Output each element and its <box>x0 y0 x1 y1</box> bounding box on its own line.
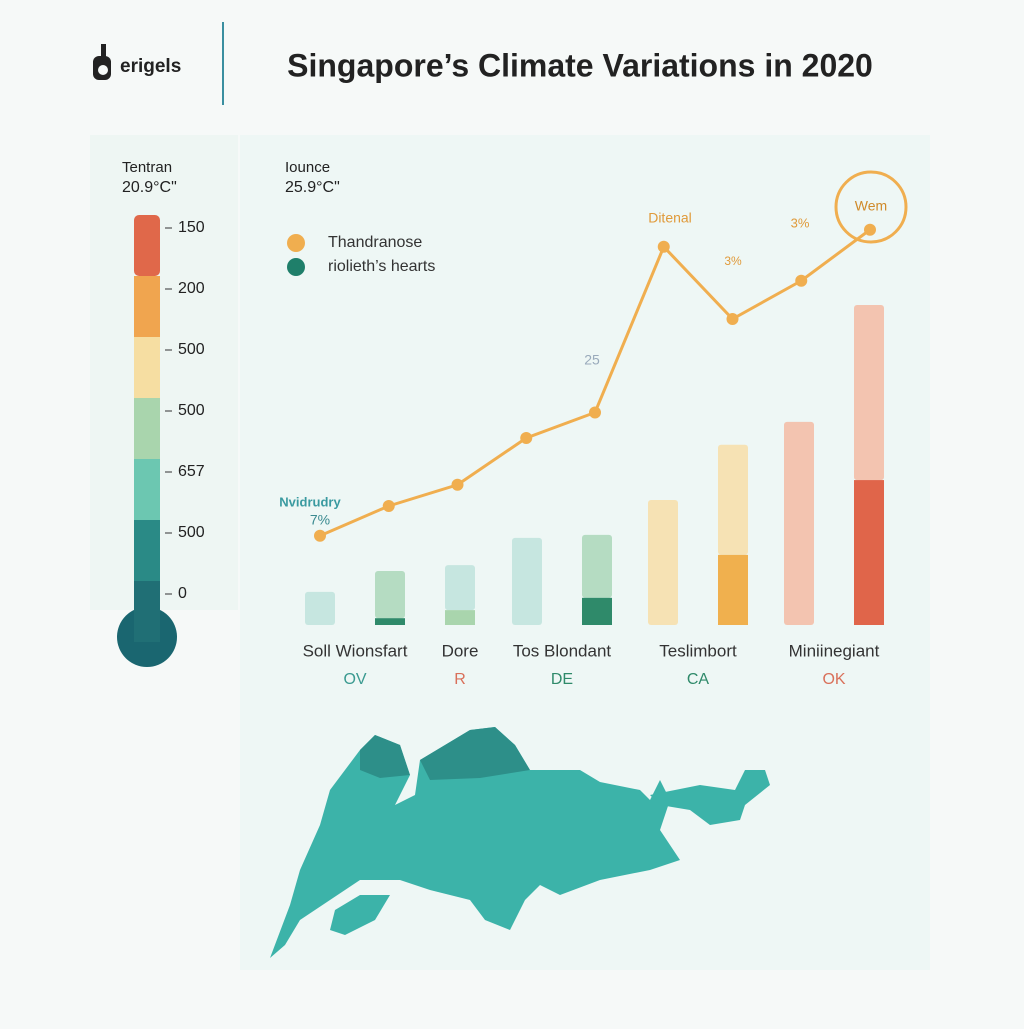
thermo-tick-label: 500 <box>178 341 205 358</box>
legend-label: Thandranose <box>328 234 422 251</box>
bar-segment-top <box>854 304 884 481</box>
left-panel <box>90 135 238 610</box>
bar-segment-top <box>582 534 612 598</box>
logo-text: erigels <box>120 56 181 77</box>
map-main <box>270 727 680 958</box>
category-code: R <box>454 671 466 688</box>
bar-segment-base <box>582 597 612 625</box>
annotation: 25 <box>584 352 600 368</box>
thermo-tick-label: 500 <box>178 524 205 541</box>
bar-segment-top <box>375 571 405 619</box>
thermo-segment <box>134 459 160 520</box>
line-point <box>520 432 533 444</box>
thermo-segment <box>134 520 160 581</box>
line-point <box>795 274 808 287</box>
bar <box>512 537 542 625</box>
thermo-tick-label: 150 <box>178 219 205 236</box>
category-code: OK <box>822 671 845 688</box>
line-point <box>726 313 739 325</box>
annotation: 7% <box>310 512 330 528</box>
line-point <box>589 406 601 419</box>
thermo-segment <box>134 215 160 276</box>
annotation: Ditenal <box>648 210 692 226</box>
x-tick-label: Teslimbort <box>659 641 737 660</box>
thermo-segment <box>134 581 160 642</box>
thermo-tick-label: 200 <box>178 280 205 297</box>
thermo-segment <box>134 337 160 398</box>
map-south-island <box>330 895 390 935</box>
map-north <box>360 727 530 780</box>
x-tick-label: Tos Blondant <box>513 641 612 660</box>
logo-icon <box>93 44 111 80</box>
map-east-island <box>650 770 770 825</box>
x-tick-label: Dore <box>442 641 479 660</box>
x-tick-label: Soll Wionsfart <box>303 641 408 660</box>
thermo-tick-label: 0 <box>178 585 187 602</box>
legend-swatch <box>287 234 305 252</box>
bar-segment-base <box>445 610 475 625</box>
thermo-reading: 20.9°C" <box>122 179 177 196</box>
category-code: DE <box>551 671 573 688</box>
line-point <box>657 240 670 253</box>
bar <box>648 500 678 625</box>
highlight-ring <box>834 170 908 244</box>
line-point <box>314 529 326 542</box>
bar-segment-base <box>718 554 748 625</box>
thermo-tick-label: 500 <box>178 402 205 419</box>
bar-segment-top <box>445 565 475 611</box>
annotation: Nvidrudry <box>279 494 341 509</box>
thermo-label: Tentran <box>122 159 172 176</box>
panel-label: Iounce <box>285 159 330 176</box>
thermo-segment <box>134 276 160 337</box>
annotation: 3% <box>724 254 742 268</box>
category-code: CA <box>687 671 710 688</box>
annotation: Wem <box>855 198 887 214</box>
chart-title: Singapore’s Climate Variations in 2020 <box>287 47 873 83</box>
thermo-segment <box>134 398 160 459</box>
bar <box>784 421 814 625</box>
x-tick-label: Miniinegiant <box>789 641 880 660</box>
line-point <box>451 478 464 491</box>
legend-label: riolieth’s hearts <box>328 258 435 275</box>
bar-segment-base <box>375 618 405 625</box>
line-point <box>864 223 876 236</box>
bar <box>305 591 335 625</box>
bar-segment-top <box>718 444 748 555</box>
annotation: 3% <box>791 215 810 230</box>
category-code: OV <box>343 671 366 688</box>
legend-swatch <box>287 258 305 276</box>
bar-segment-base <box>854 480 884 625</box>
panel-reading: 25.9°C" <box>285 179 340 196</box>
thermo-tick-label: 657 <box>178 463 205 480</box>
line-point <box>382 500 395 512</box>
